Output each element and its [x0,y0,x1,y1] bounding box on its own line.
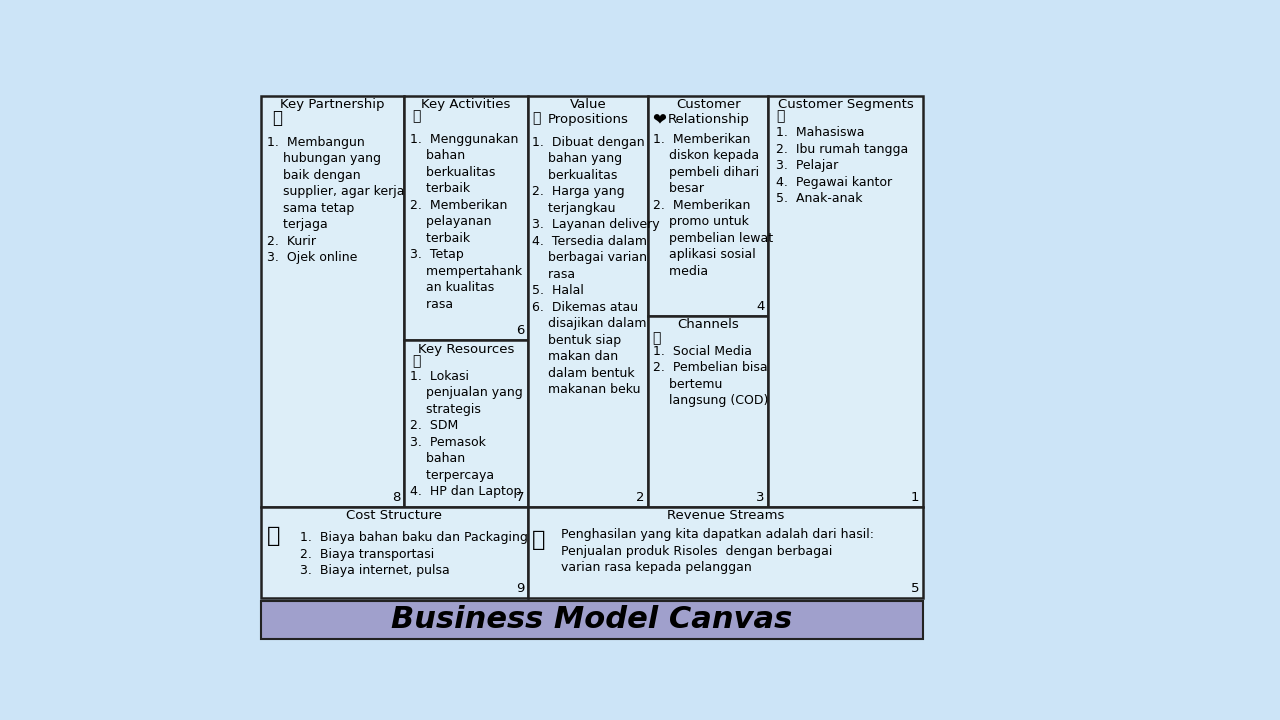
Text: Key Partnership: Key Partnership [280,98,385,111]
Text: Value
Propositions: Value Propositions [548,98,628,126]
Text: 6: 6 [516,324,525,337]
Bar [648,315,768,507]
Text: 3: 3 [756,491,764,504]
Bar [529,507,923,598]
Text: 2: 2 [636,491,644,504]
Text: Key Activities: Key Activities [421,98,511,111]
Text: 🚗: 🚗 [652,331,660,345]
Text: 📋: 📋 [268,526,280,546]
Text: 💰: 💰 [532,530,545,550]
Text: 1.  Social Media
2.  Pembelian bisa
    bertemu
    langsung (COD): 1. Social Media 2. Pembelian bisa bertem… [653,345,768,408]
Text: 1.  Biaya bahan baku dan Packaging
2.  Biaya transportasi
3.  Biaya internet, pu: 1. Biaya bahan baku dan Packaging 2. Bia… [300,531,527,577]
Text: 📦: 📦 [412,354,420,368]
Text: 9: 9 [516,582,525,595]
Text: Key Resources: Key Resources [419,343,515,356]
Text: 1.  Lokasi
    penjualan yang
    strategis
2.  SDM
3.  Pemasok
    bahan
    te: 1. Lokasi penjualan yang strategis 2. SD… [411,369,524,498]
Bar [261,96,404,507]
Text: Cost Structure: Cost Structure [347,509,443,522]
Text: 7: 7 [516,491,525,504]
Text: ❤: ❤ [652,111,666,129]
Text: 1.  Dibuat dengan
    bahan yang
    berkualitas
2.  Harga yang
    terjangkau
3: 1. Dibuat dengan bahan yang berkualitas … [532,135,659,396]
Text: Channels: Channels [677,318,739,331]
Text: Customer
Relationship: Customer Relationship [667,98,749,126]
Text: 🔑: 🔑 [273,109,283,127]
Text: Revenue Streams: Revenue Streams [667,509,785,522]
Bar [404,341,529,507]
Bar [768,96,923,507]
Text: 1.  Mahasiswa
2.  Ibu rumah tangga
3.  Pelajar
4.  Pegawai kantor
5.  Anak-anak: 1. Mahasiswa 2. Ibu rumah tangga 3. Pela… [776,127,909,205]
Text: 💎: 💎 [532,111,540,125]
Text: 1: 1 [911,491,919,504]
Text: 1.  Membangun
    hubungan yang
    baik dengan
    supplier, agar kerja
    sam: 1. Membangun hubungan yang baik dengan s… [268,135,404,264]
Bar [529,96,648,507]
Bar [261,507,529,598]
Text: 8: 8 [392,491,401,504]
Text: 🔨: 🔨 [412,109,420,124]
Bar [404,96,529,341]
Text: Business Model Canvas: Business Model Canvas [392,605,792,634]
Text: 5: 5 [911,582,919,595]
Text: 4: 4 [756,300,764,312]
Bar [261,600,923,639]
Text: Customer Segments: Customer Segments [778,98,914,111]
Text: 👤: 👤 [776,109,785,124]
Text: Penghasilan yang kita dapatkan adalah dari hasil:
Penjualan produk Risoles  deng: Penghasilan yang kita dapatkan adalah da… [561,528,874,575]
Text: 1.  Memberikan
    diskon kepada
    pembeli dihari
    besar
2.  Memberikan
   : 1. Memberikan diskon kepada pembeli diha… [653,132,773,278]
Text: 1.  Menggunakan
    bahan
    berkualitas
    terbaik
2.  Memberikan
    pelayan: 1. Menggunakan bahan berkualitas terbaik… [411,132,522,310]
Bar [648,96,768,315]
